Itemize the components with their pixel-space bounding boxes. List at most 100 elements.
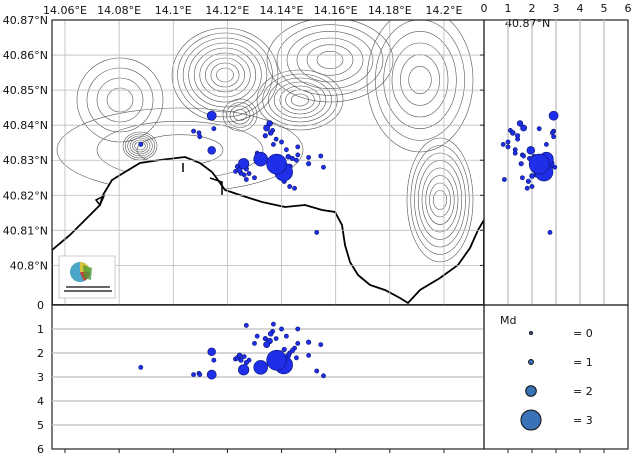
event-marker xyxy=(197,134,203,140)
event-marker xyxy=(207,146,216,155)
contour-line xyxy=(96,77,144,123)
depth-tick-label: 1 xyxy=(505,2,512,15)
event-marker xyxy=(266,153,288,175)
event-marker xyxy=(306,339,312,345)
contour-line xyxy=(199,52,251,98)
event-marker xyxy=(266,120,273,127)
magnitude-legend: = 0 = 1 = 2 = 3 xyxy=(520,327,593,431)
event-marker xyxy=(505,144,511,150)
event-marker xyxy=(283,333,289,339)
depth-tick-label: 6 xyxy=(625,2,632,15)
event-marker xyxy=(295,340,301,346)
event-marker xyxy=(266,349,288,371)
contour-line xyxy=(226,102,254,128)
contour-line xyxy=(410,145,470,255)
legend-label: = 2 xyxy=(573,385,593,398)
lat-tick-label: 40.83°N xyxy=(3,154,48,167)
contour-line xyxy=(306,44,354,76)
event-marker xyxy=(138,364,144,370)
event-marker xyxy=(526,146,536,155)
legend-marker xyxy=(525,385,537,397)
event-marker xyxy=(306,352,312,358)
event-marker xyxy=(267,331,274,337)
lon-tick-label: 14.1°E xyxy=(155,4,192,17)
event-marker xyxy=(243,360,249,366)
contour-line xyxy=(216,67,234,83)
event-marker xyxy=(548,110,559,121)
map-axis-labels: 14.06°E 14.08°E 14.1°E 14.12°E 14.14°E 14.16°… xyxy=(3,4,463,272)
event-marker xyxy=(206,110,217,121)
event-marker xyxy=(246,171,252,176)
event-marker xyxy=(283,147,289,153)
contour-line xyxy=(408,66,432,94)
event-marker xyxy=(263,341,271,349)
contour-line xyxy=(171,27,279,123)
contour-line xyxy=(414,152,466,248)
contour-line xyxy=(400,54,440,106)
legend-title: Md xyxy=(500,314,516,327)
depth-tick-label: 3 xyxy=(553,2,560,15)
event-marker xyxy=(273,136,279,142)
institution-logo xyxy=(58,255,116,299)
map-background xyxy=(52,20,484,305)
event-marker xyxy=(520,124,528,132)
contour-line xyxy=(406,137,474,263)
contour-line xyxy=(134,141,146,151)
lat-tick-label: 40.86°N xyxy=(3,49,48,62)
event-marker xyxy=(516,120,524,127)
event-marker xyxy=(281,346,287,352)
lat-tick-label: 40.87°N xyxy=(3,14,48,27)
event-marker xyxy=(321,373,326,379)
event-marker xyxy=(529,173,535,179)
lat-tick-label: 40.85°N xyxy=(3,84,48,97)
event-marker xyxy=(191,372,196,378)
event-marker xyxy=(294,157,299,163)
event-marker xyxy=(191,128,196,134)
depth-tick-label: 1 xyxy=(37,323,44,336)
contour-line xyxy=(233,109,247,121)
event-marker xyxy=(536,126,542,132)
right-panel-clipped-lat-label: 40.87°N xyxy=(505,17,550,30)
contour-line xyxy=(268,77,332,123)
event-marker xyxy=(295,326,301,332)
contour-line xyxy=(279,85,321,115)
event-marker xyxy=(236,167,243,173)
event-marker xyxy=(529,184,535,189)
depth-tick-label: 3 xyxy=(37,371,44,384)
lon-tick-label: 14.14°E xyxy=(260,4,304,17)
lon-tick-label: 14.16°E xyxy=(314,4,358,17)
depth-tick-label: 2 xyxy=(529,2,536,15)
lon-tick-label: 14.2°E xyxy=(425,4,462,17)
event-marker xyxy=(515,133,521,139)
contour-line xyxy=(429,182,451,218)
contour-line xyxy=(229,105,251,125)
topographic-contours xyxy=(56,20,474,263)
contour-line xyxy=(290,93,310,107)
event-marker xyxy=(279,326,284,332)
event-marker xyxy=(267,130,274,136)
event-marker xyxy=(528,153,550,175)
lon-tick-label: 14.18°E xyxy=(368,4,412,17)
contour-line xyxy=(366,20,474,153)
legend-frame xyxy=(483,304,629,450)
event-marker xyxy=(252,340,257,346)
pier xyxy=(94,163,223,207)
event-marker xyxy=(285,153,292,160)
contour-line xyxy=(425,175,455,225)
event-marker xyxy=(521,153,527,159)
contour-line xyxy=(286,31,374,89)
lat-section-events xyxy=(500,110,559,235)
event-marker xyxy=(318,153,324,159)
legend-label: = 1 xyxy=(573,356,593,369)
event-marker xyxy=(262,133,268,139)
event-marker xyxy=(279,139,284,145)
map-events xyxy=(138,110,326,235)
contour-line xyxy=(210,62,240,88)
legend-label: = 0 xyxy=(573,327,593,340)
event-marker xyxy=(243,322,249,328)
event-marker xyxy=(321,164,326,170)
event-marker xyxy=(273,336,279,342)
event-marker xyxy=(524,185,530,191)
event-marker xyxy=(287,184,293,189)
event-marker xyxy=(241,354,247,360)
